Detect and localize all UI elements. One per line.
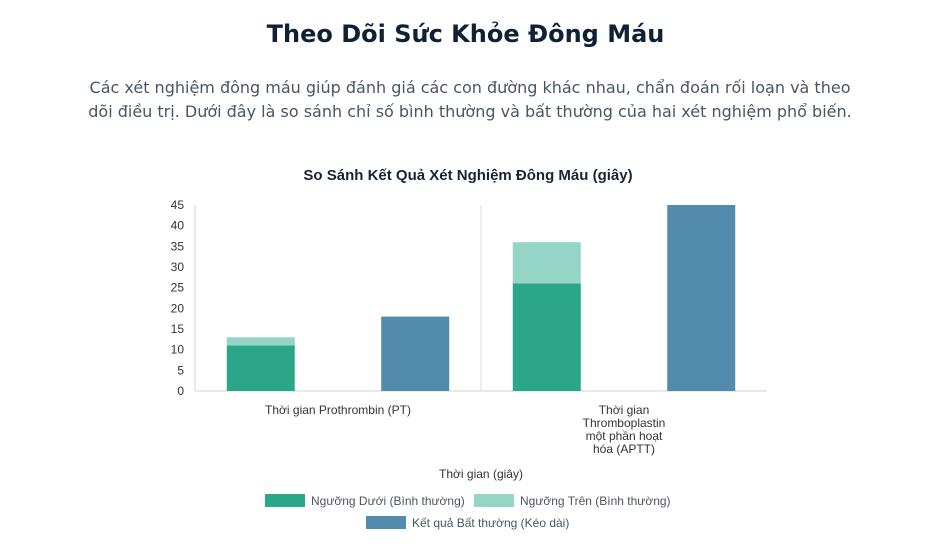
y-tick-label: 5	[177, 363, 184, 377]
y-tick-label: 35	[171, 239, 185, 253]
bar-series-2-cat-1	[667, 205, 736, 391]
y-tick-label: 25	[171, 281, 185, 295]
page-title: Theo Dõi Sức Khỏe Đông Máu	[266, 20, 665, 48]
x-tick-label: một phần hoạt	[586, 429, 663, 443]
y-tick-label: 0	[177, 384, 184, 398]
y-tick-label: 20	[171, 301, 185, 315]
x-axis-title: Thời gian (giây)	[439, 467, 523, 481]
y-tick-label: 10	[171, 343, 185, 357]
x-tick-label: hóa (APTT)	[593, 442, 655, 456]
chart-title: So Sánh Kết Quả Xét Nghiệm Đông Máu (giâ…	[303, 167, 632, 184]
legend-label: Ngưỡng Trên (Bình thường)	[520, 494, 671, 508]
bar-series-1-cat-0	[226, 337, 295, 346]
x-tick-label: Thromboplastin	[583, 416, 666, 430]
legend-label: Ngưỡng Dưới (Bình thường)	[311, 494, 465, 508]
y-tick-label: 45	[171, 198, 185, 212]
legend-swatch	[265, 494, 305, 507]
x-tick-label: Thời gian	[599, 403, 650, 417]
legend-swatch	[366, 516, 406, 529]
bar-series-0-cat-1	[512, 283, 581, 391]
legend-label: Kết quả Bất thường (Kéo dài)	[412, 516, 569, 530]
y-tick-label: 30	[171, 260, 185, 274]
x-tick-label: Thời gian Prothrombin (PT)	[265, 403, 411, 417]
intro-text: Các xét nghiệm đông máu giúp đánh giá cá…	[88, 78, 852, 121]
bar-series-1-cat-1	[512, 242, 581, 284]
y-tick-label: 15	[171, 322, 185, 336]
bar-series-2-cat-0	[381, 316, 450, 391]
y-tick-label: 40	[171, 219, 185, 233]
legend-swatch	[474, 494, 514, 507]
bar-series-0-cat-0	[226, 345, 295, 391]
